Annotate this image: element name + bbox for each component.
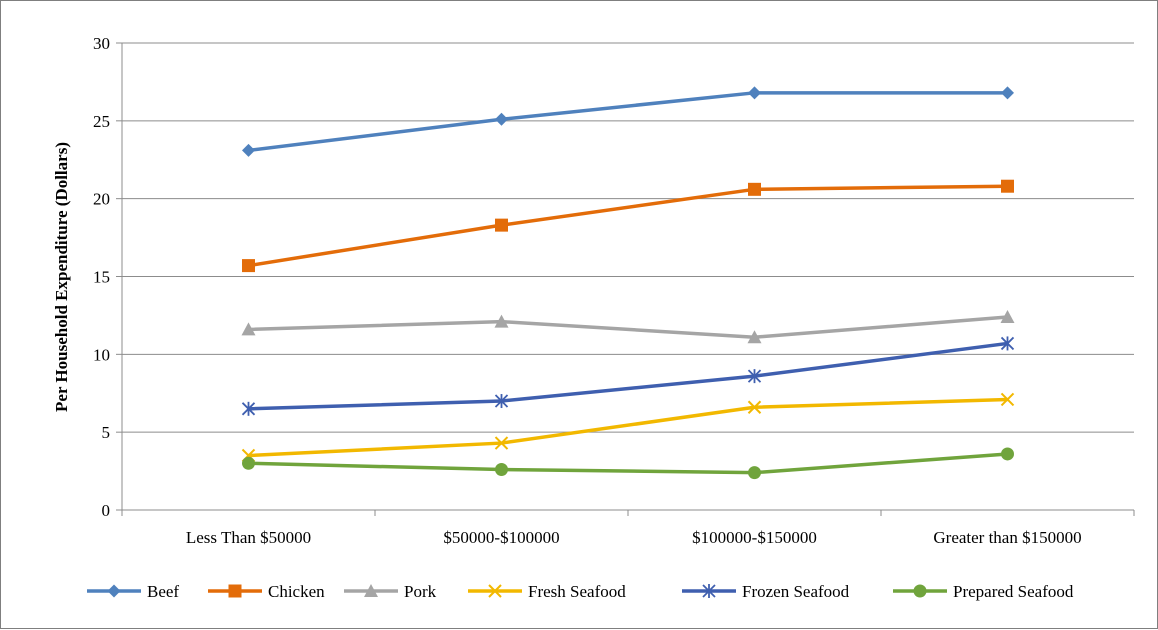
data-point-pork bbox=[241, 322, 256, 336]
series-line-chicken bbox=[248, 184, 1008, 268]
legend-marker bbox=[702, 584, 716, 598]
series-frozen-seafood bbox=[241, 336, 1015, 416]
gridlines bbox=[122, 42, 1134, 433]
marker-stroke bbox=[1000, 392, 1015, 407]
series-beef bbox=[242, 86, 1014, 157]
y-tick-label: 30 bbox=[93, 34, 110, 53]
legend-marker bbox=[913, 584, 927, 598]
legend-item-prepared-seafood: Prepared Seafood bbox=[893, 582, 1074, 601]
y-tick-label: 20 bbox=[93, 190, 110, 209]
data-point-prepared-seafood bbox=[748, 466, 761, 480]
data-point-prepared-seafood bbox=[242, 456, 255, 470]
data-point-chicken bbox=[1001, 179, 1014, 193]
data-point-frozen-seafood bbox=[494, 394, 509, 409]
x-tick-label: $100000-$150000 bbox=[692, 528, 817, 547]
data-point-frozen-seafood bbox=[1000, 336, 1015, 351]
series-pork bbox=[241, 309, 1015, 344]
data-point-beef bbox=[1001, 86, 1014, 100]
y-tick-label: 0 bbox=[102, 501, 111, 520]
data-point-chicken bbox=[495, 218, 508, 232]
legend-item-fresh-seafood: Fresh Seafood bbox=[468, 582, 626, 601]
marker-stroke bbox=[494, 436, 509, 450]
series-line-pork bbox=[248, 315, 1008, 339]
legend-item-beef: Beef bbox=[87, 582, 179, 601]
x-tick-label: Less Than $50000 bbox=[186, 528, 311, 547]
data-point-frozen-seafood bbox=[747, 369, 762, 384]
data-point-pork bbox=[747, 330, 762, 344]
series-chicken bbox=[242, 179, 1014, 273]
legend-item-frozen-seafood: Frozen Seafood bbox=[682, 582, 850, 601]
data-point-pork bbox=[1000, 309, 1015, 323]
data-point-fresh-seafood bbox=[494, 436, 509, 450]
legend-item-chicken: Chicken bbox=[208, 582, 325, 601]
legend-item-pork: Pork bbox=[344, 582, 437, 601]
data-point-fresh-seafood bbox=[747, 400, 762, 414]
legend: Beef Chicken Pork Fresh Seafood Frozen Seafo… bbox=[87, 582, 1074, 601]
series-fresh-seafood bbox=[241, 392, 1015, 463]
data-point-beef bbox=[242, 143, 255, 157]
series-line-frozen-seafood bbox=[248, 341, 1008, 411]
data-point-frozen-seafood bbox=[241, 401, 256, 416]
legend-label: Fresh Seafood bbox=[528, 582, 626, 601]
legend-label: Pork bbox=[404, 582, 437, 601]
series-prepared-seafood bbox=[242, 447, 1014, 480]
marker-stroke bbox=[488, 584, 502, 598]
series-line-beef bbox=[248, 91, 1008, 153]
marker-stroke bbox=[747, 400, 762, 414]
legend-label: Beef bbox=[147, 582, 179, 601]
legend-marker bbox=[228, 584, 242, 598]
legend-label: Frozen Seafood bbox=[742, 582, 850, 601]
y-tick-label: 10 bbox=[93, 345, 110, 364]
y-tick-label: 15 bbox=[93, 268, 110, 287]
data-point-prepared-seafood bbox=[495, 463, 508, 477]
data-point-chicken bbox=[242, 259, 255, 273]
x-tick-label: Greater than $150000 bbox=[933, 528, 1081, 547]
data-point-chicken bbox=[748, 182, 761, 196]
legend-label: Prepared Seafood bbox=[953, 582, 1074, 601]
x-tick-label: $50000-$100000 bbox=[443, 528, 559, 547]
data-point-beef bbox=[495, 112, 508, 126]
legend-label: Chicken bbox=[268, 582, 325, 601]
data-point-beef bbox=[748, 86, 761, 100]
axes: 0 5 10 15 20 25 30 Less Than $50000 $50000-$1000… bbox=[93, 34, 1135, 547]
y-axis-title: Per Household Expenditure (Dollars) bbox=[52, 142, 71, 412]
series-line-fresh-seafood bbox=[248, 397, 1008, 458]
data-point-pork bbox=[494, 314, 509, 328]
legend-marker bbox=[364, 584, 378, 597]
legend-marker bbox=[107, 584, 121, 598]
series-line-prepared-seafood bbox=[248, 452, 1008, 475]
y-tick-label: 25 bbox=[93, 112, 110, 131]
y-tick-label: 5 bbox=[102, 423, 111, 442]
legend-marker bbox=[488, 584, 502, 598]
series-layer bbox=[241, 86, 1015, 480]
data-point-fresh-seafood bbox=[1000, 392, 1015, 407]
data-point-prepared-seafood bbox=[1001, 447, 1014, 461]
